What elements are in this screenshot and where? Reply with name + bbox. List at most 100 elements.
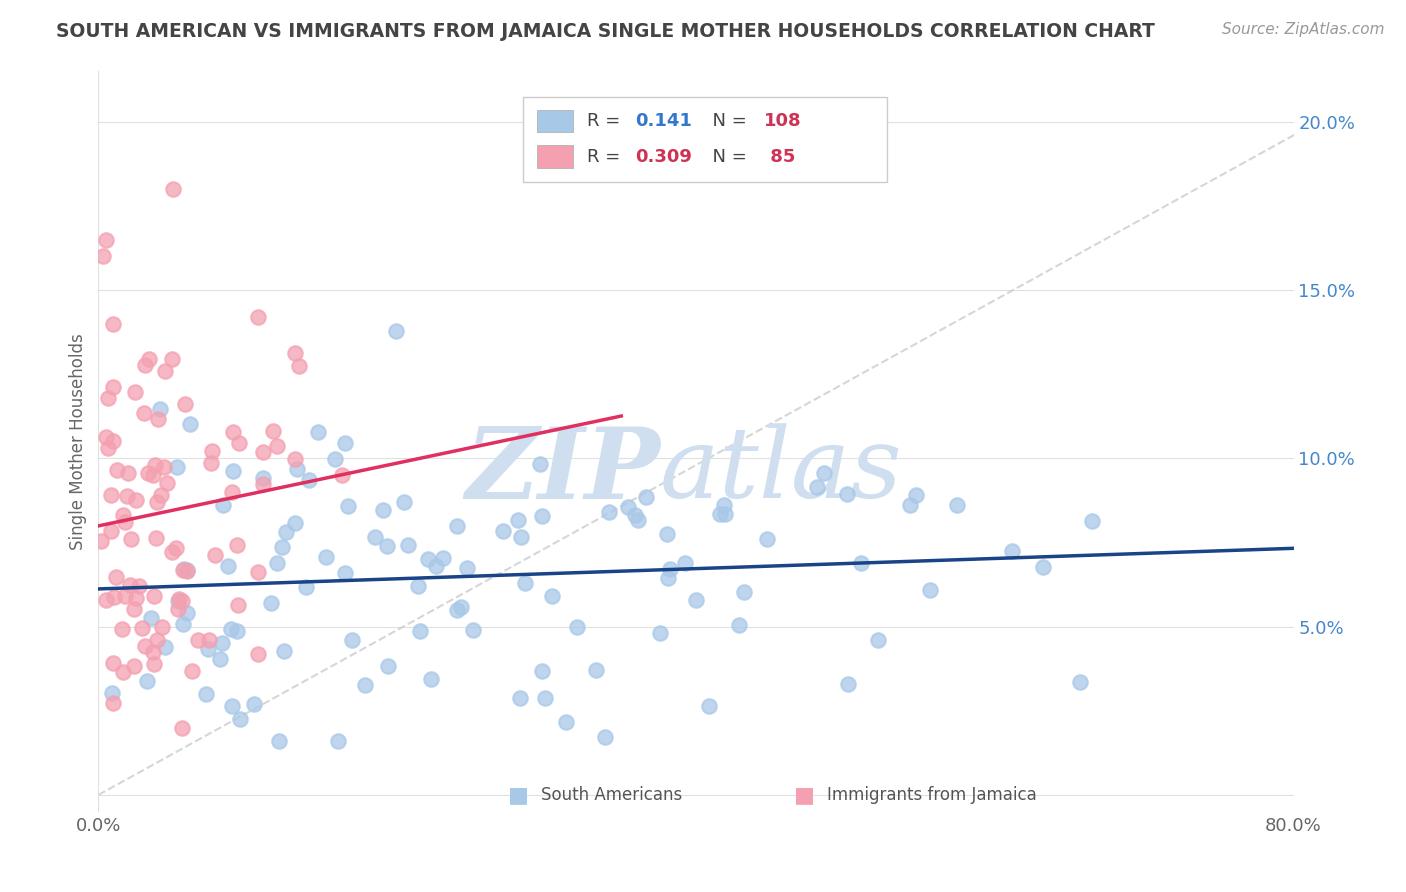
Point xyxy=(336,499,359,513)
Point xyxy=(165,541,187,555)
Point xyxy=(898,499,921,513)
Point xyxy=(204,548,226,562)
Point xyxy=(90,534,112,549)
Point xyxy=(598,505,620,519)
Point xyxy=(150,620,173,634)
Point xyxy=(101,686,124,700)
FancyBboxPatch shape xyxy=(523,97,887,183)
Point xyxy=(509,690,531,705)
Point xyxy=(103,380,125,394)
Point xyxy=(149,488,172,502)
Point xyxy=(463,623,485,637)
Point xyxy=(174,396,197,410)
Point xyxy=(385,324,408,338)
Point xyxy=(371,503,394,517)
Text: South Americans: South Americans xyxy=(541,787,682,805)
Point xyxy=(219,622,242,636)
Point xyxy=(697,699,720,714)
Point xyxy=(713,499,735,513)
Point xyxy=(247,647,270,661)
Point xyxy=(162,182,184,196)
Point xyxy=(335,435,357,450)
Point xyxy=(97,392,120,406)
Point xyxy=(94,429,117,443)
FancyBboxPatch shape xyxy=(537,145,572,168)
Point xyxy=(904,487,927,501)
Text: SOUTH AMERICAN VS IMMIGRANTS FROM JAMAICA SINGLE MOTHER HOUSEHOLDS CORRELATION C: SOUTH AMERICAN VS IMMIGRANTS FROM JAMAIC… xyxy=(56,22,1156,41)
Point xyxy=(94,233,117,247)
Point xyxy=(534,691,557,706)
Point xyxy=(166,594,188,608)
Point xyxy=(406,579,429,593)
Text: N =: N = xyxy=(700,112,752,130)
Point xyxy=(866,633,889,648)
Point xyxy=(636,490,658,504)
Point xyxy=(585,663,607,677)
Point xyxy=(101,317,124,331)
Point xyxy=(530,508,553,523)
Point xyxy=(153,459,176,474)
Point xyxy=(212,498,235,512)
Point xyxy=(946,498,969,512)
Point xyxy=(714,507,737,521)
Point xyxy=(124,602,146,616)
Point xyxy=(709,507,731,521)
Point xyxy=(623,508,645,523)
Text: Source: ZipAtlas.com: Source: ZipAtlas.com xyxy=(1222,22,1385,37)
Point xyxy=(252,444,274,458)
Point xyxy=(103,590,125,604)
Text: R =: R = xyxy=(588,112,626,130)
Point xyxy=(733,584,755,599)
Point xyxy=(1069,675,1091,690)
Point xyxy=(510,530,533,544)
Point xyxy=(145,633,167,648)
Point xyxy=(567,620,589,634)
Point xyxy=(114,589,136,603)
Point xyxy=(1001,544,1024,558)
Point xyxy=(446,603,468,617)
Point xyxy=(396,538,419,552)
Point xyxy=(103,696,125,710)
Point xyxy=(226,624,249,639)
Point xyxy=(307,425,329,440)
Point xyxy=(167,591,190,606)
Point xyxy=(284,346,307,360)
Point xyxy=(835,487,858,501)
Point xyxy=(221,485,243,500)
Point xyxy=(315,549,337,564)
Point xyxy=(194,687,217,701)
Y-axis label: Single Mother Households: Single Mother Households xyxy=(69,334,87,549)
Point xyxy=(197,632,219,647)
Point xyxy=(111,665,134,679)
Point xyxy=(124,385,146,400)
Text: R =: R = xyxy=(588,147,626,166)
Point xyxy=(298,473,321,487)
Point xyxy=(259,596,281,610)
Point xyxy=(117,466,139,480)
Point xyxy=(134,405,156,419)
Point xyxy=(156,475,179,490)
Point xyxy=(541,589,564,603)
Point xyxy=(100,524,122,538)
Point xyxy=(247,565,270,579)
Point xyxy=(513,576,536,591)
Point xyxy=(323,452,346,467)
Point xyxy=(155,640,177,654)
Point xyxy=(267,734,290,748)
Point xyxy=(200,443,222,458)
Point xyxy=(456,561,478,575)
Point xyxy=(658,562,681,576)
Point xyxy=(131,621,153,635)
Point xyxy=(136,673,159,688)
Point xyxy=(276,524,298,539)
Point xyxy=(340,633,363,648)
Point xyxy=(432,550,454,565)
Point xyxy=(179,417,201,432)
Point xyxy=(145,494,167,508)
Point xyxy=(627,513,650,527)
Point xyxy=(353,678,375,692)
Point xyxy=(146,411,169,425)
Point xyxy=(101,656,124,670)
Point xyxy=(122,659,145,673)
Point xyxy=(650,626,672,640)
